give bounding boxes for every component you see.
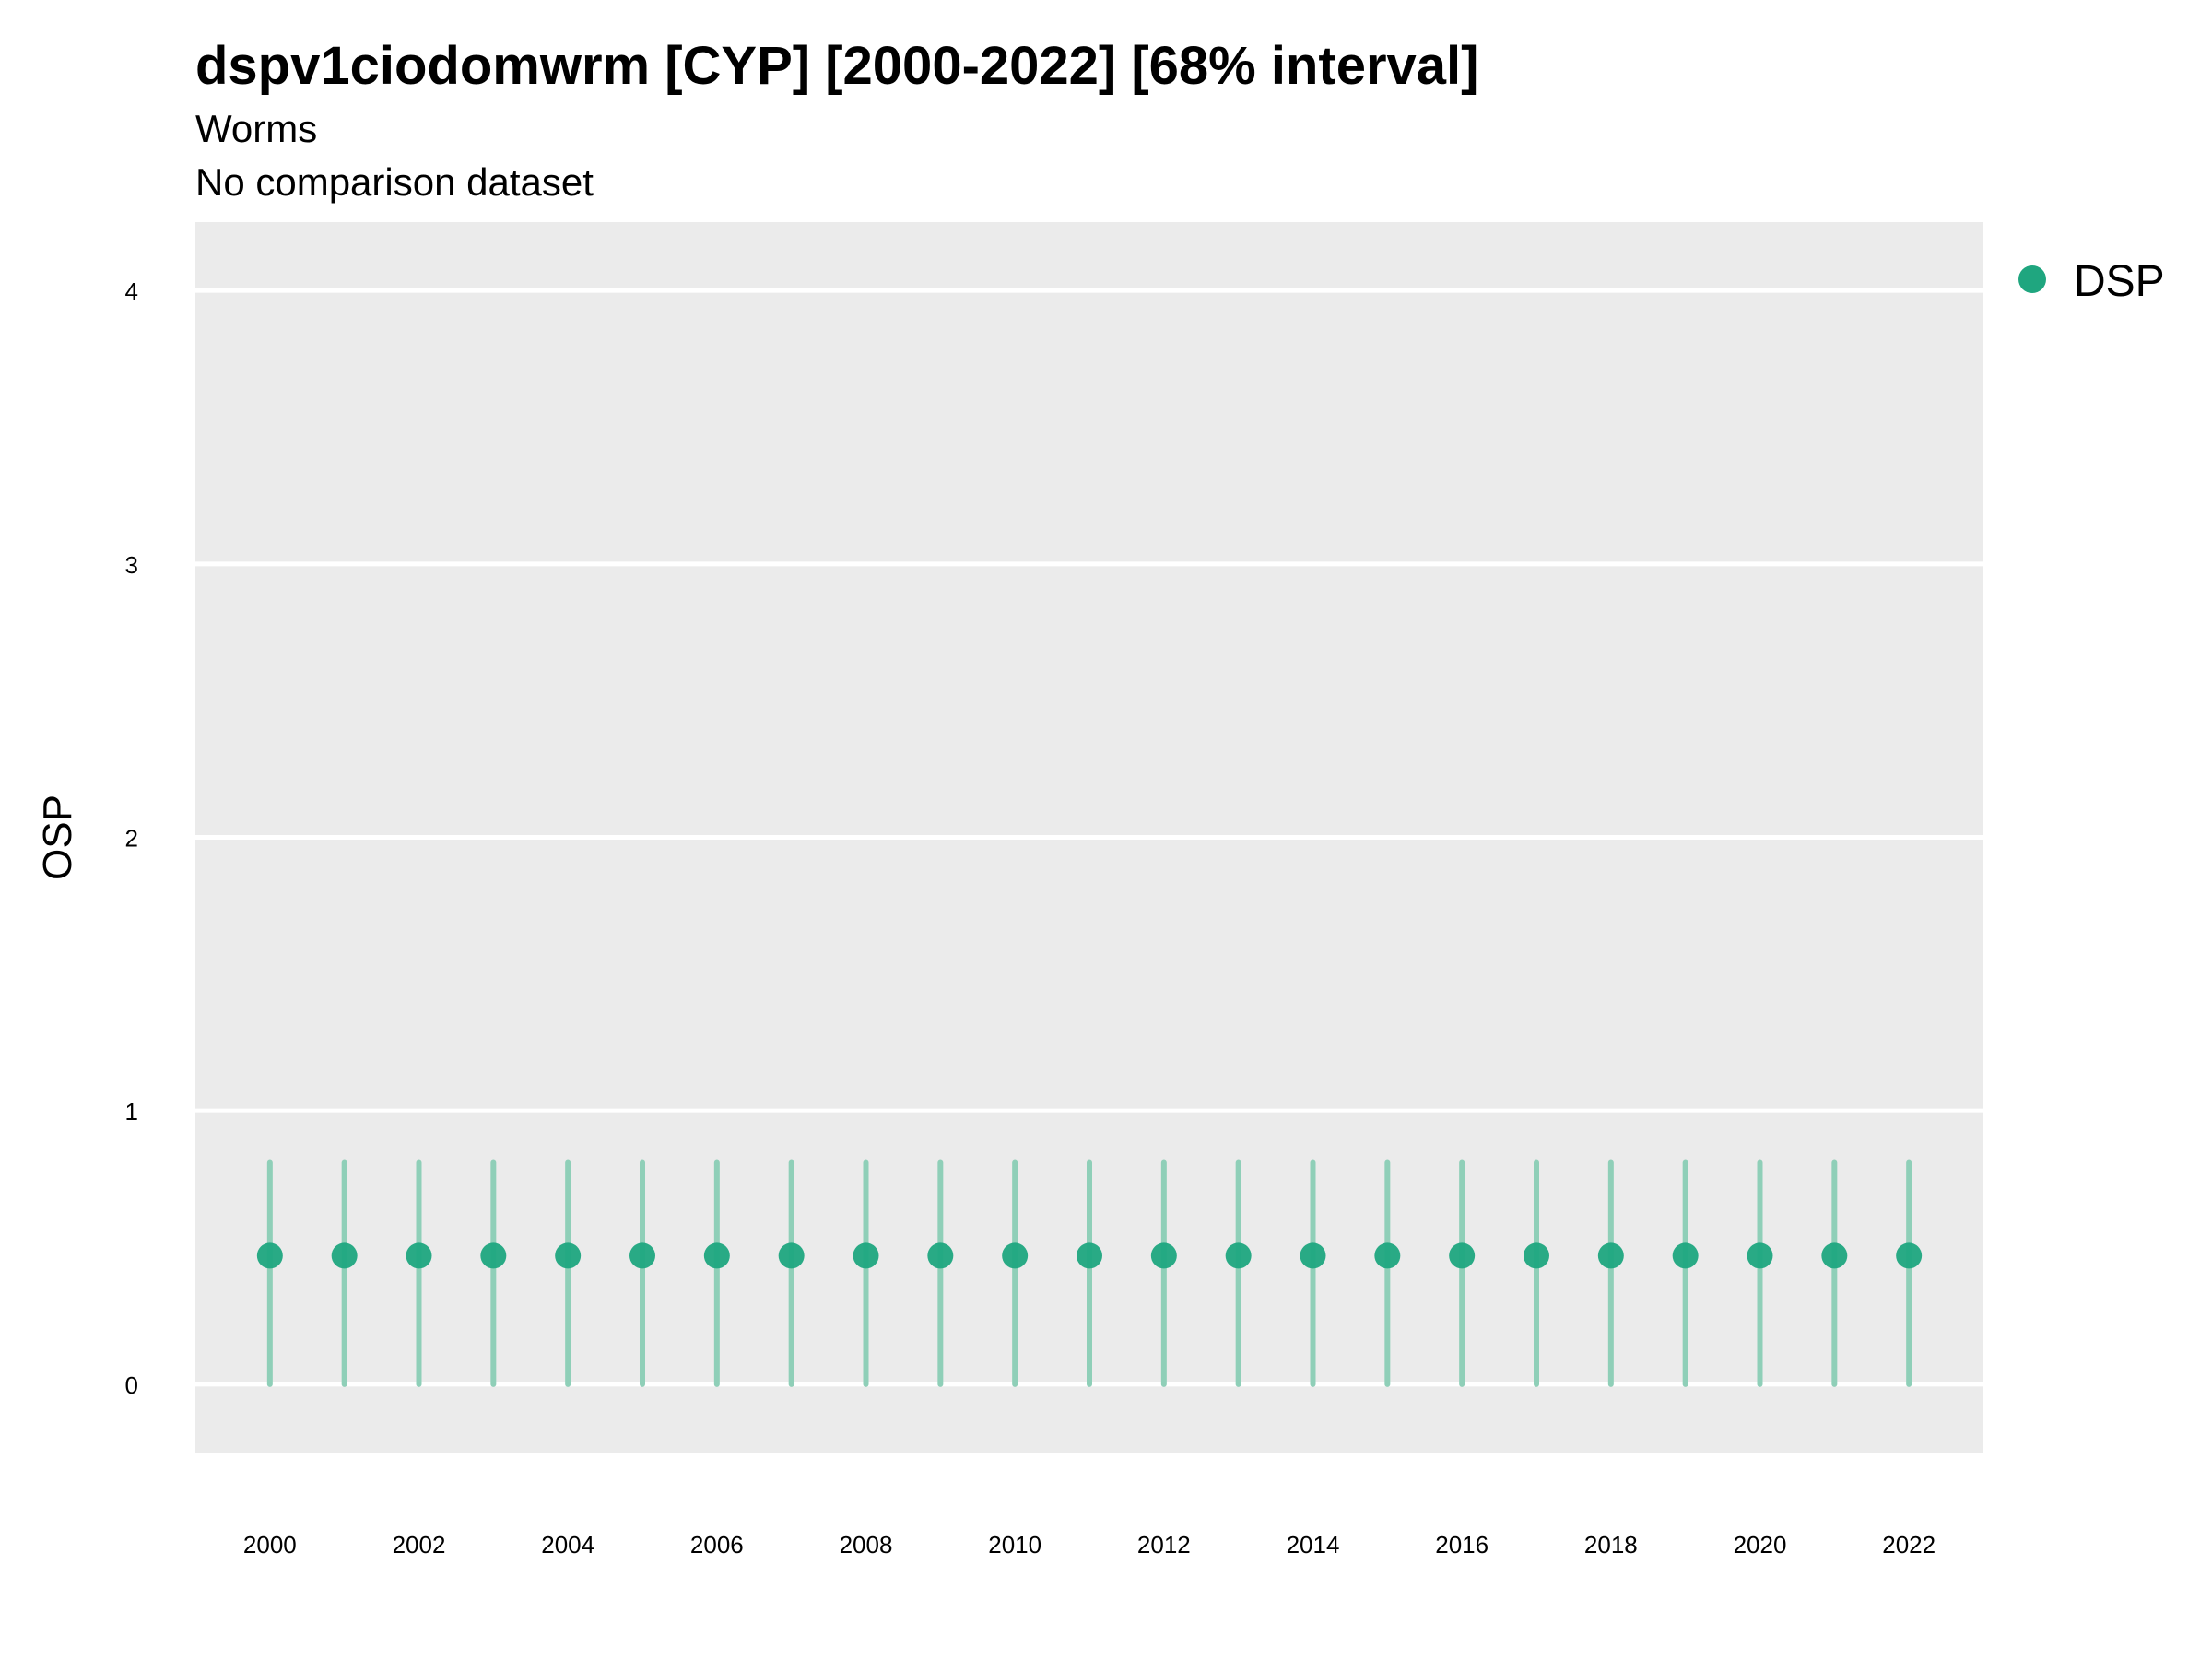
data-point-2018 bbox=[1597, 1242, 1624, 1269]
data-point-2001 bbox=[331, 1242, 358, 1269]
y-tick-label-4: 4 bbox=[125, 277, 138, 305]
x-tick-label-2012: 2012 bbox=[1137, 1531, 1191, 1559]
data-point-2006 bbox=[703, 1242, 730, 1269]
chart-caption: No comparison dataset bbox=[195, 160, 594, 204]
legend: DSP bbox=[2018, 257, 2165, 306]
x-tick-labels: 2000 2002 2004 2006 2008 2010 2012 2014 2016 2018… bbox=[243, 1531, 1936, 1559]
x-tick-label-2022: 2022 bbox=[1882, 1531, 1936, 1559]
data-point-2019 bbox=[1672, 1242, 1699, 1269]
y-tick-label-0: 0 bbox=[125, 1371, 138, 1399]
data-point-2015 bbox=[1374, 1242, 1401, 1269]
data-point-2009 bbox=[927, 1242, 954, 1269]
data-point-2021 bbox=[1821, 1242, 1848, 1269]
x-tick-label-2010: 2010 bbox=[988, 1531, 1041, 1559]
data-point-2014 bbox=[1300, 1242, 1326, 1269]
data-point-2016 bbox=[1449, 1242, 1476, 1269]
data-point-2005 bbox=[629, 1242, 655, 1269]
data-point-2022 bbox=[1896, 1242, 1923, 1269]
x-tick-label-2014: 2014 bbox=[1287, 1531, 1340, 1559]
y-axis-label: OSP bbox=[35, 794, 80, 880]
data-points bbox=[256, 1242, 1923, 1269]
x-tick-label-2008: 2008 bbox=[840, 1531, 893, 1559]
y-tick-label-1: 1 bbox=[125, 1098, 138, 1125]
legend-label-dsp: DSP bbox=[2074, 257, 2165, 306]
x-tick-label-2002: 2002 bbox=[393, 1531, 446, 1559]
y-tick-label-3: 3 bbox=[125, 551, 138, 579]
data-point-2017 bbox=[1524, 1242, 1549, 1269]
data-point-2012 bbox=[1150, 1242, 1177, 1269]
x-tick-label-2020: 2020 bbox=[1734, 1531, 1787, 1559]
data-point-2008 bbox=[853, 1242, 879, 1269]
legend-swatch-dsp bbox=[2018, 265, 2046, 293]
x-tick-label-2018: 2018 bbox=[1584, 1531, 1638, 1559]
y-tick-label-2: 2 bbox=[125, 825, 138, 853]
data-point-2007 bbox=[778, 1242, 805, 1269]
x-tick-label-2006: 2006 bbox=[690, 1531, 744, 1559]
data-point-2002 bbox=[406, 1242, 432, 1269]
chart-title: dspv1ciodomwrm [CYP] [2000-2022] [68% in… bbox=[195, 36, 1479, 96]
x-tick-label-2004: 2004 bbox=[541, 1531, 594, 1559]
x-tick-label-2016: 2016 bbox=[1435, 1531, 1488, 1559]
data-point-2000 bbox=[256, 1242, 283, 1269]
data-point-2011 bbox=[1077, 1242, 1102, 1269]
chart-subtitle: Worms bbox=[195, 107, 318, 150]
y-tick-labels: 0 1 2 3 4 bbox=[125, 277, 138, 1399]
interval-bars bbox=[266, 1159, 1912, 1387]
x-tick-label-2000: 2000 bbox=[243, 1531, 297, 1559]
data-point-2010 bbox=[1002, 1242, 1029, 1269]
data-point-2020 bbox=[1747, 1242, 1773, 1269]
data-point-2004 bbox=[555, 1242, 582, 1269]
data-point-2013 bbox=[1225, 1242, 1252, 1269]
data-point-2003 bbox=[480, 1242, 507, 1269]
